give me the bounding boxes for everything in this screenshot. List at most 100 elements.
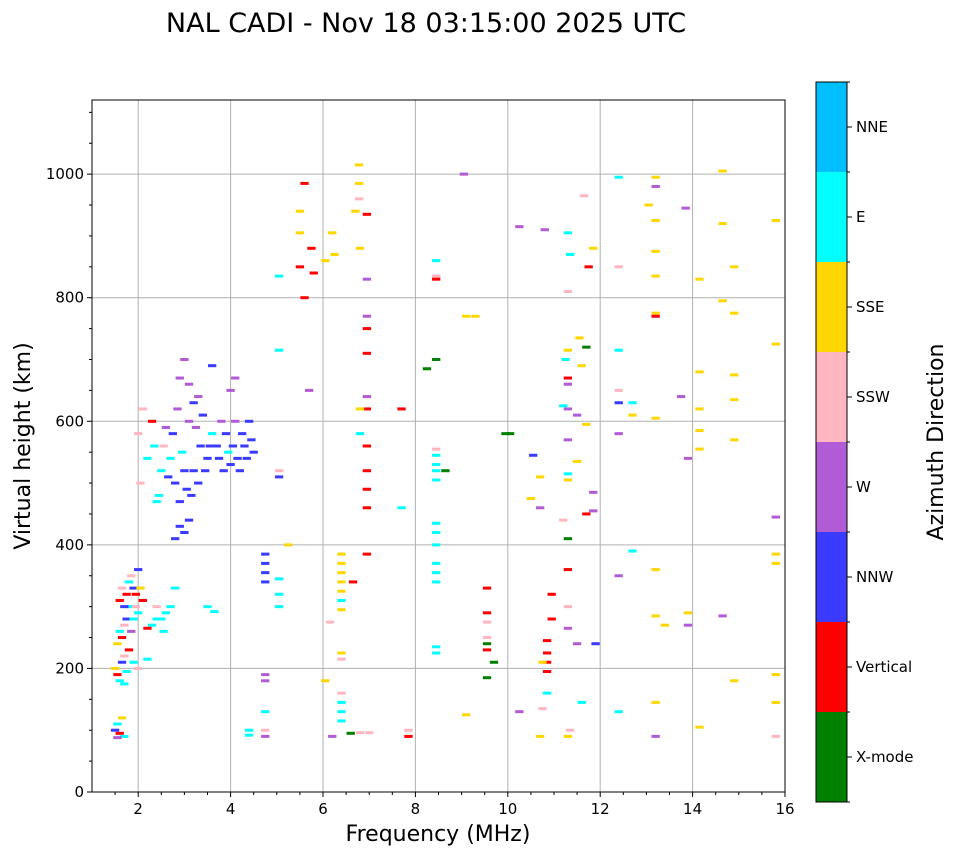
echo-point	[432, 543, 441, 547]
echo-point	[538, 707, 547, 711]
echo-point	[404, 728, 413, 732]
echo-point	[628, 401, 637, 405]
echo-point	[591, 642, 600, 646]
echo-point	[563, 348, 573, 352]
echo-point	[589, 490, 598, 494]
echo-point	[300, 296, 309, 300]
echo-point	[362, 351, 372, 355]
x-tick-label: 12	[591, 800, 610, 818]
echo-point	[295, 209, 305, 213]
echo-point	[136, 586, 145, 590]
echo-point	[161, 425, 171, 429]
y-tick-label: 400	[55, 536, 84, 554]
echo-point	[120, 654, 129, 658]
echo-point	[124, 580, 134, 584]
x-tick-label: 2	[133, 800, 143, 818]
echo-point	[577, 364, 586, 368]
echo-point	[771, 342, 780, 346]
colorbar-label: Vertical	[856, 658, 912, 676]
echo-point	[274, 592, 284, 596]
echo-point	[127, 574, 136, 578]
echo-point	[441, 469, 450, 473]
echo-point	[152, 617, 161, 621]
colorbar-title: Azimuth Direction	[924, 343, 949, 540]
colorbar-segment	[816, 352, 847, 442]
x-tick-label: 16	[775, 800, 794, 818]
echo-point	[563, 478, 573, 482]
echo-point	[321, 679, 330, 683]
echo-point	[194, 481, 203, 485]
echo-point	[614, 574, 623, 578]
echo-point	[134, 568, 143, 572]
echo-point	[113, 642, 122, 646]
echo-point	[563, 407, 573, 411]
echo-point	[482, 636, 492, 640]
y-tick-label: 1000	[46, 165, 84, 183]
echo-point	[354, 163, 364, 167]
echo-point	[228, 444, 238, 448]
colorbar-label: SSE	[856, 298, 885, 316]
echo-point	[138, 598, 147, 602]
echo-point	[117, 716, 127, 720]
echo-point	[542, 651, 552, 655]
echo-point	[771, 673, 780, 677]
x-axis-label: Frequency (MHz)	[346, 822, 531, 847]
echo-point	[152, 500, 161, 504]
echo-point	[644, 203, 653, 207]
echo-point	[718, 222, 727, 226]
echo-point	[247, 438, 256, 442]
echo-point	[330, 252, 339, 256]
echo-point	[309, 271, 318, 275]
echo-point	[432, 651, 441, 655]
echo-point	[122, 670, 131, 674]
echo-point	[191, 425, 201, 429]
echo-point	[471, 314, 480, 318]
echo-point	[240, 444, 249, 448]
echo-point	[695, 407, 704, 411]
echo-point	[168, 432, 178, 436]
echo-point	[136, 481, 145, 485]
echo-point	[542, 691, 552, 695]
echo-point	[614, 175, 623, 179]
echo-point	[589, 509, 598, 513]
echo-point	[547, 592, 556, 596]
echo-point	[117, 636, 127, 640]
echo-point	[482, 642, 492, 646]
echo-point	[196, 444, 205, 448]
echo-point	[432, 571, 441, 575]
echo-point	[226, 463, 235, 467]
echo-point	[184, 382, 194, 386]
x-tick-label: 4	[226, 800, 236, 818]
echo-point	[542, 660, 552, 664]
echo-point	[129, 617, 138, 621]
echo-point	[124, 605, 134, 609]
echo-point	[348, 580, 358, 584]
echo-point	[542, 639, 552, 643]
echo-point	[152, 605, 161, 609]
echo-point	[120, 682, 129, 686]
colorbar-segment	[816, 442, 847, 532]
echo-point	[730, 311, 739, 315]
echo-point	[572, 642, 582, 646]
echo-point	[189, 401, 198, 405]
echo-point	[563, 605, 573, 609]
echo-point	[235, 469, 244, 473]
echo-point	[771, 552, 780, 556]
echo-point	[210, 610, 219, 614]
echo-point	[683, 623, 693, 627]
echo-point	[362, 212, 372, 216]
echo-point	[584, 265, 593, 269]
echo-point	[143, 626, 152, 630]
echo-point	[695, 429, 704, 433]
echo-point	[771, 561, 780, 565]
echo-point	[205, 444, 214, 448]
echo-point	[432, 447, 441, 451]
echo-point	[143, 456, 152, 460]
echo-point	[203, 456, 212, 460]
echo-point	[459, 172, 469, 176]
echo-point	[177, 450, 187, 454]
echo-point	[261, 561, 270, 565]
x-tick-label: 8	[411, 800, 421, 818]
echo-point	[628, 413, 637, 417]
echo-point	[173, 407, 182, 411]
